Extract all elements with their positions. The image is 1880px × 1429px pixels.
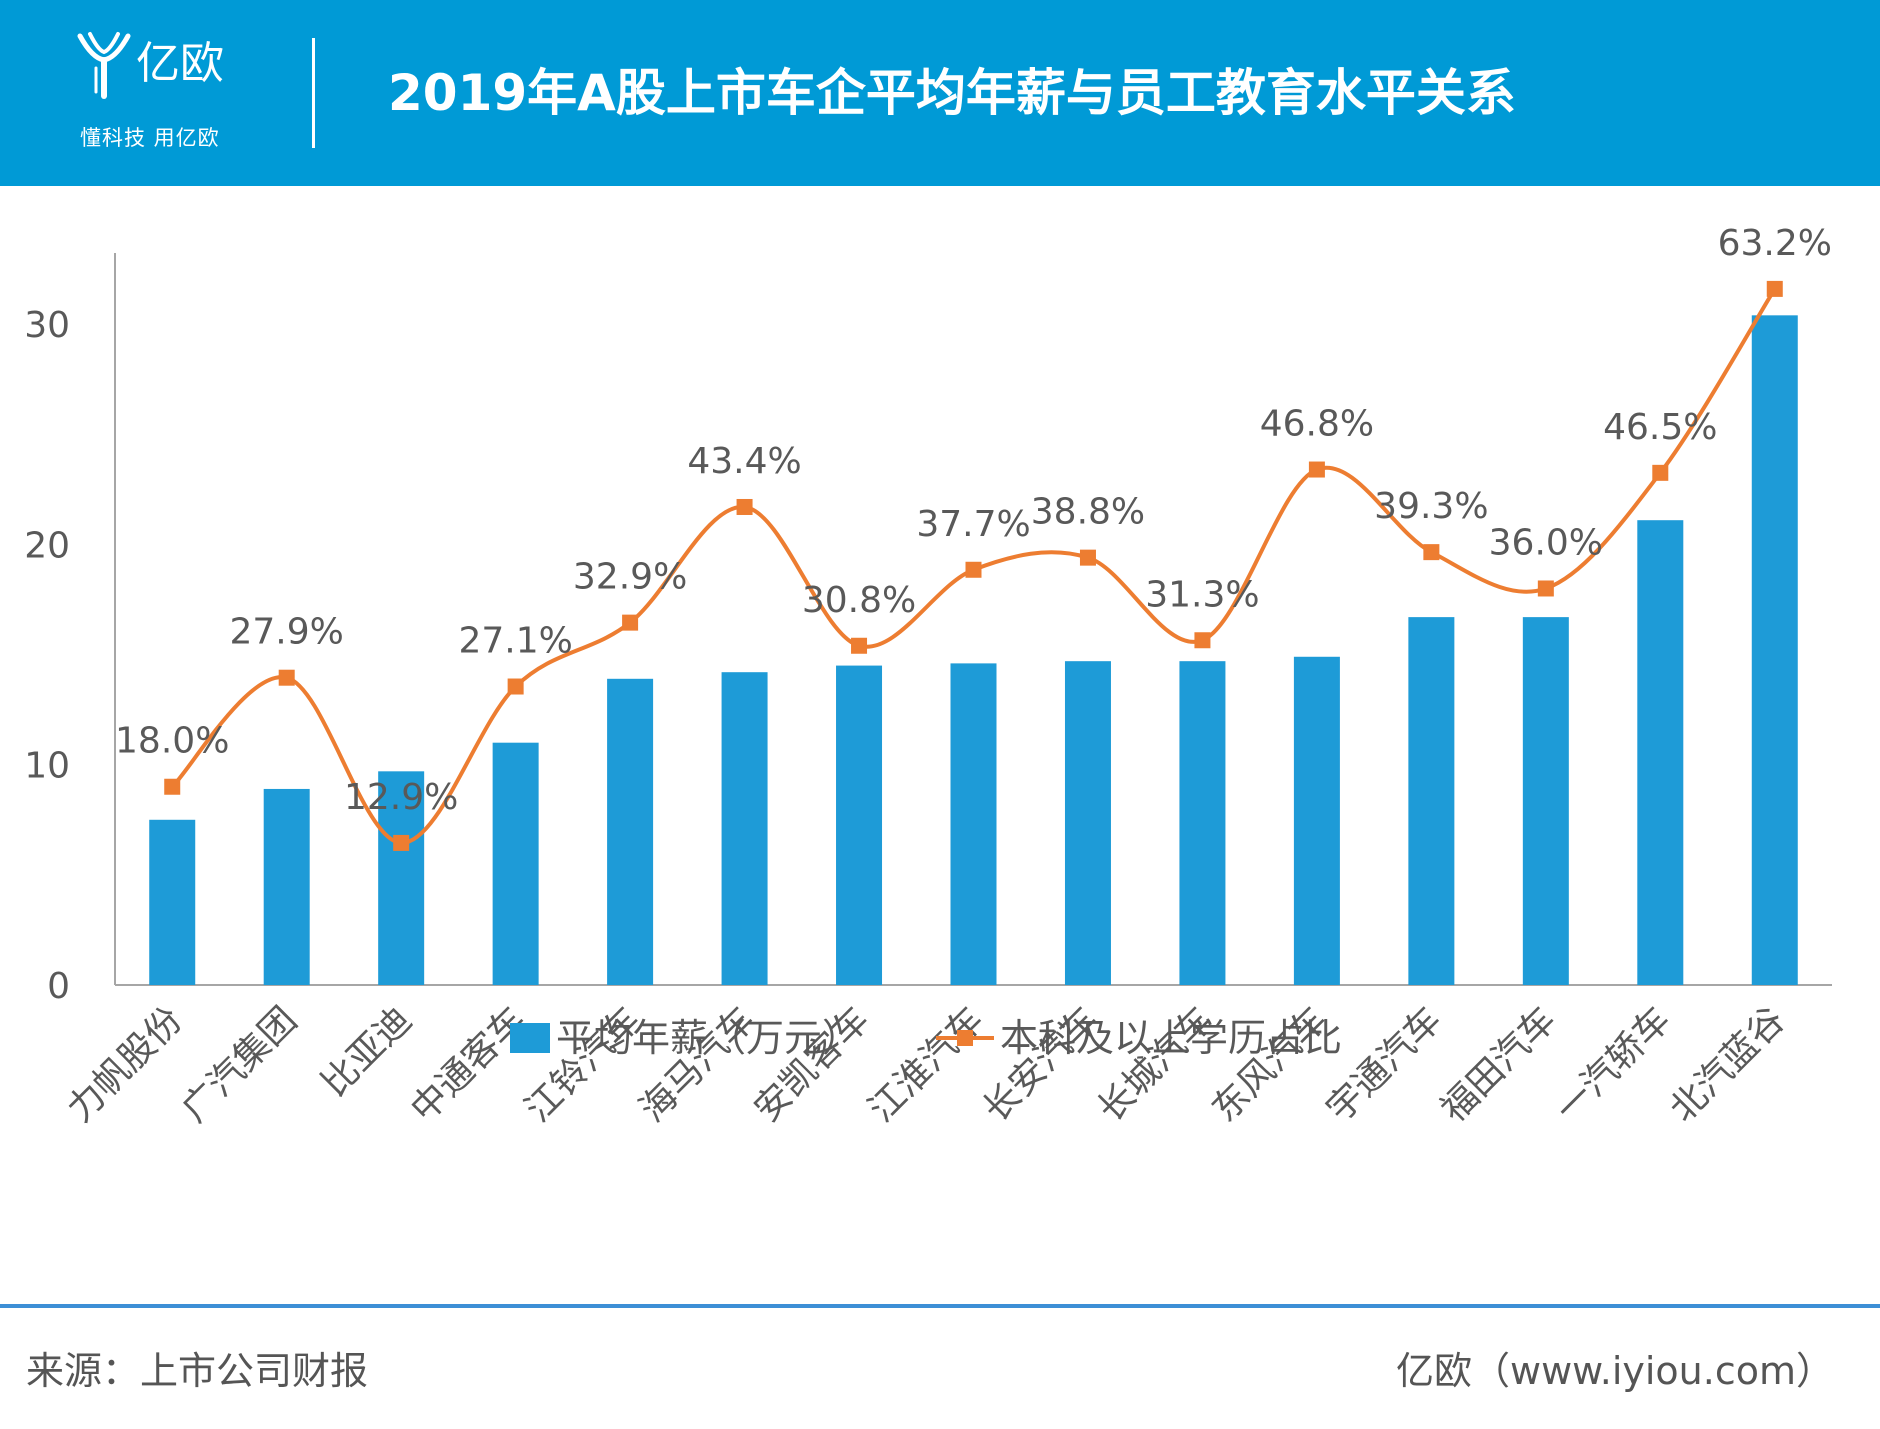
bar	[1293, 656, 1340, 985]
line-marker	[507, 678, 524, 695]
data-label: 37.7%	[916, 504, 1030, 545]
legend-line-marker	[957, 1030, 973, 1046]
data-labels: 18.0% 27.9% 12.9% 27.1%32.9% 43.4% 30.8%37.7%…	[115, 223, 1832, 818]
line-series	[164, 280, 1783, 851]
data-label: 46.5%	[1603, 407, 1717, 448]
line-marker	[1194, 632, 1211, 649]
data-label: 31.3%	[1145, 574, 1259, 615]
line-marker	[851, 637, 868, 654]
data-label: 27.1%	[458, 621, 572, 662]
line-path	[170, 287, 1777, 845]
data-label: 46.8%	[1260, 404, 1374, 445]
data-label: 43.4%	[687, 441, 801, 482]
bar	[1064, 661, 1111, 985]
data-label: 36.0%	[1489, 522, 1603, 563]
data-label: 27.9%	[230, 612, 344, 653]
x-tick-label: 力帆股份	[60, 999, 191, 1130]
y-tick-label: 0	[47, 966, 70, 1007]
x-tick-label: 中通客车	[403, 999, 534, 1130]
chart-title: 2019年A股上市车企平均年薪与员工教育水平关系	[388, 64, 1516, 122]
data-label: 63.2%	[1718, 223, 1832, 264]
brand-tagline: 懂科技 用亿欧	[80, 126, 220, 150]
line-marker	[393, 834, 410, 851]
bar	[836, 665, 883, 985]
bar-series	[149, 315, 1798, 985]
data-label: 38.8%	[1031, 492, 1145, 533]
line-marker	[622, 614, 639, 631]
bar	[149, 819, 196, 985]
header-divider	[312, 38, 315, 148]
bar	[1637, 520, 1684, 985]
bar	[1522, 617, 1569, 985]
line-marker	[278, 669, 295, 686]
line-marker	[1423, 544, 1440, 561]
brand-name: 亿欧	[136, 38, 224, 89]
credit-note: 亿欧（www.iyiou.com）	[1395, 1349, 1834, 1393]
data-label: 39.3%	[1374, 486, 1488, 527]
legend-line-label: 本科及以上学历占比	[1000, 1016, 1342, 1060]
bar	[1408, 617, 1455, 985]
data-label: 18.0%	[115, 721, 229, 762]
x-tick-label: 福田汽车	[1433, 999, 1564, 1130]
legend: 平均年薪（万元） 本科及以上学历占比	[510, 1016, 1342, 1060]
legend-bar-swatch	[510, 1023, 550, 1053]
x-tick-label: 比亚迪	[314, 999, 419, 1104]
x-tick-label: 广汽集团	[174, 999, 305, 1130]
bar	[1751, 315, 1798, 985]
line-marker	[736, 498, 753, 515]
x-tick-label: 江淮汽车	[861, 999, 992, 1130]
legend-bar-label: 平均年薪（万元）	[556, 1016, 860, 1060]
line-marker	[164, 778, 181, 795]
bar	[721, 672, 768, 985]
y-tick-label: 30	[24, 305, 70, 346]
source-note: 来源：上市公司财报	[26, 1349, 369, 1393]
x-tick-label: 北汽蓝谷	[1662, 999, 1793, 1130]
line-marker	[1652, 464, 1669, 481]
bar	[263, 788, 310, 985]
footer-rule	[0, 1304, 1880, 1308]
line-marker	[1079, 549, 1096, 566]
brand-logo: 亿欧 懂科技 用亿欧	[76, 28, 248, 156]
bar	[378, 771, 425, 985]
y-tick-label: 10	[24, 746, 70, 787]
y-tick-label: 20	[24, 525, 70, 566]
bar	[607, 678, 654, 985]
x-tick-label: 一汽轿车	[1548, 999, 1679, 1130]
line-marker	[965, 561, 982, 578]
header-banner: 亿欧 懂科技 用亿欧 2019年A股上市车企平均年薪与员工教育水平关系	[0, 0, 1880, 186]
bar	[1179, 661, 1226, 985]
data-label: 12.9%	[344, 777, 458, 818]
data-label: 30.8%	[802, 580, 916, 621]
line-marker	[1766, 280, 1783, 297]
bar	[492, 742, 539, 985]
bar	[950, 663, 997, 985]
line-marker	[1308, 461, 1325, 478]
yiou-logo-icon	[77, 32, 131, 99]
data-label: 32.9%	[573, 557, 687, 598]
line-marker	[1537, 580, 1554, 597]
